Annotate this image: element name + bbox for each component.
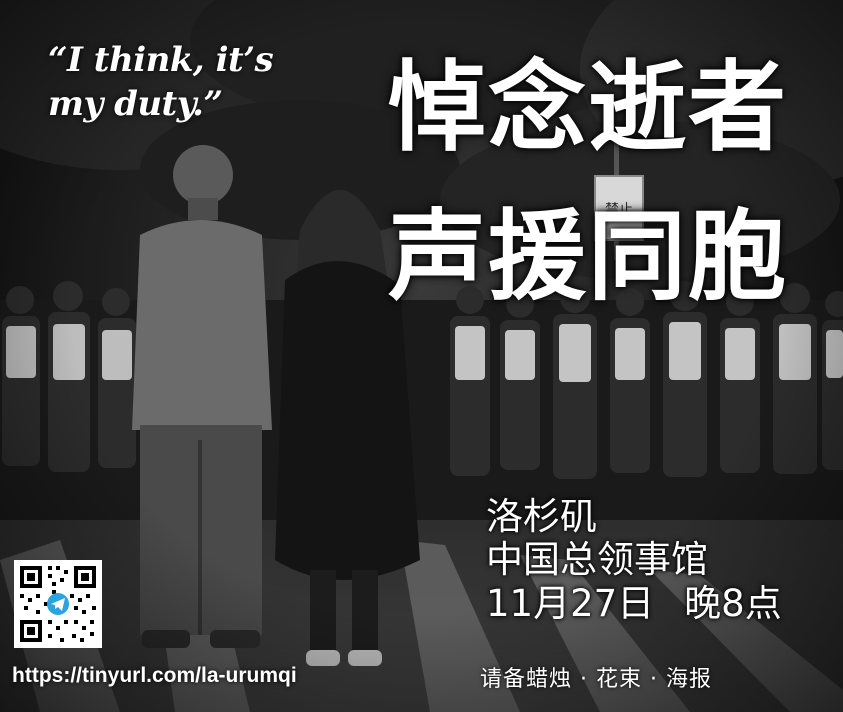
title-line-1: 悼念逝者 [388, 50, 789, 165]
qr-code[interactable] [14, 560, 102, 648]
quote-line-1: “I think, it’s [48, 40, 274, 80]
quote-text: “I think, it’s my duty.” [48, 38, 318, 126]
event-time: 晚8点 [684, 582, 782, 625]
event-venue: 中国总领事馆 [486, 538, 708, 581]
quote-line-2: my duty.” [48, 84, 223, 124]
event-datetime: 11月27日 晚8点 [486, 583, 782, 625]
bring-items-note: 请备蜡烛 · 花束 · 海报 [480, 667, 712, 692]
tinyurl-link[interactable]: https://tinyurl.com/la-urumqi [12, 664, 297, 687]
telegram-icon [47, 593, 69, 615]
title-line-2: 声援同胞 [388, 199, 789, 314]
event-city: 洛杉矶 [486, 495, 597, 538]
event-date: 11月27日 [486, 582, 655, 625]
